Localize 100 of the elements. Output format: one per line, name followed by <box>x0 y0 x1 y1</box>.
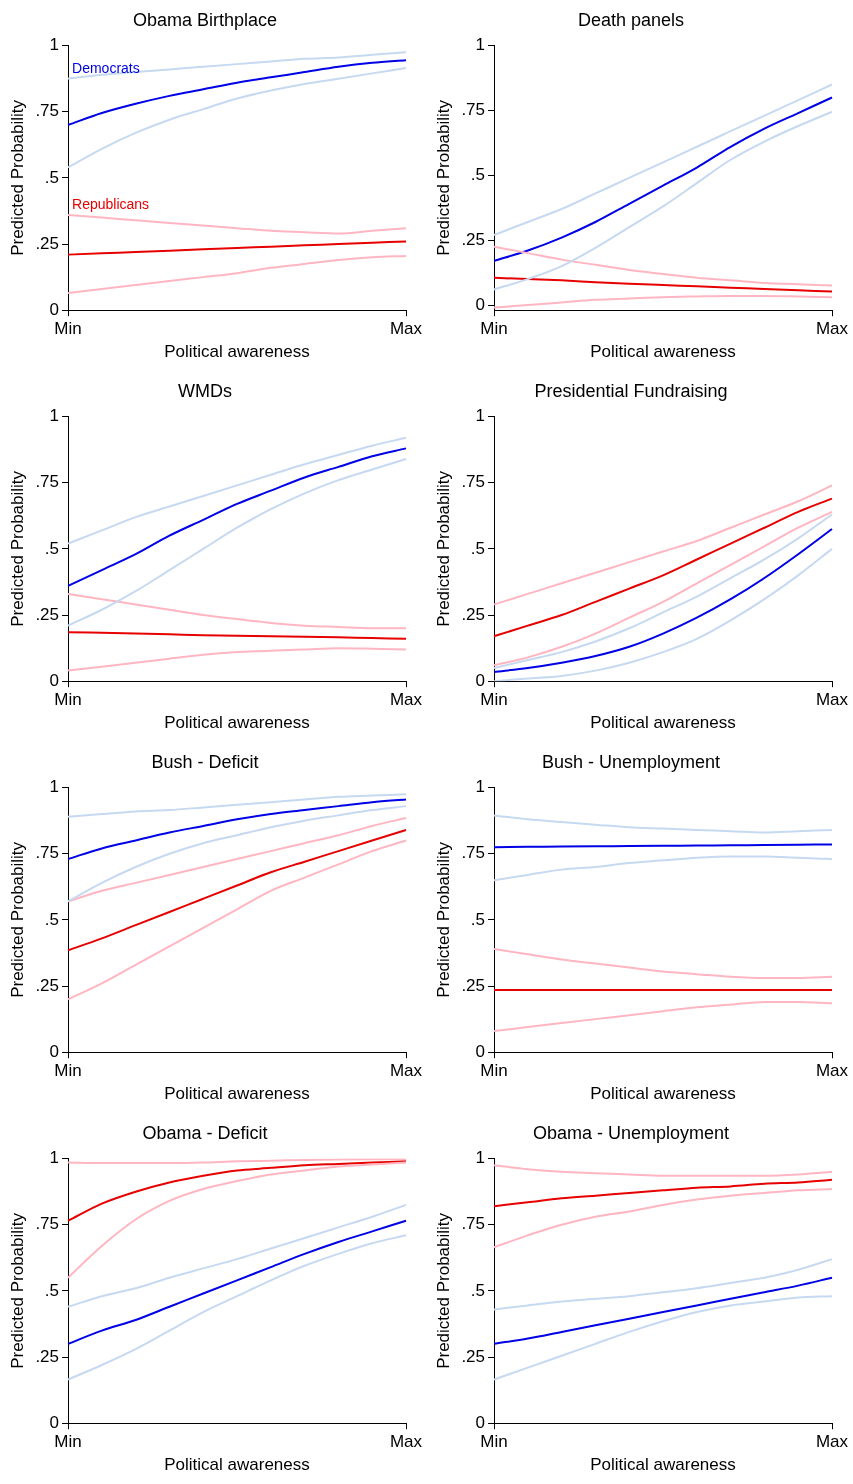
y-tick-label: .25 <box>461 604 486 624</box>
line-series <box>67 254 407 294</box>
line-series <box>493 96 833 262</box>
y-tick-label: 1 <box>49 406 60 426</box>
x-tick-label: Max <box>815 690 849 710</box>
chart-title: Obama Birthplace <box>132 9 278 30</box>
line-series <box>67 793 407 818</box>
y-tick-label: .5 <box>44 1280 60 1300</box>
line-series <box>67 839 407 1001</box>
y-tick-label: 0 <box>475 670 486 690</box>
chart-title: WMDs <box>178 380 232 401</box>
y-axis-title: Predicted Probability <box>433 99 453 256</box>
line-series <box>493 855 833 882</box>
x-tick-label: Max <box>389 1432 423 1452</box>
x-axis-title: Political awareness <box>164 1455 310 1475</box>
x-tick-label: Max <box>389 319 423 339</box>
y-tick-label: 1 <box>475 406 486 426</box>
y-tick-label: .5 <box>44 538 60 558</box>
x-tick-label: Min <box>480 1061 508 1081</box>
chart-title: Obama - Deficit <box>142 1122 268 1143</box>
line-series <box>493 484 833 606</box>
y-axis-title: Predicted Probability <box>7 1212 27 1369</box>
line-series <box>67 647 407 672</box>
y-tick-label: .5 <box>44 167 60 187</box>
x-axis-title: Political awareness <box>590 713 736 733</box>
x-tick-label: Max <box>815 1061 849 1081</box>
line-series <box>67 631 407 640</box>
line-series <box>67 828 407 952</box>
y-tick-label: 1 <box>475 1148 486 1168</box>
x-tick-label: Max <box>389 1061 423 1081</box>
line-series <box>67 59 407 126</box>
y-axis-title: Predicted Probability <box>7 841 27 998</box>
line-series <box>67 1219 407 1345</box>
y-tick-label: 0 <box>49 1041 60 1061</box>
line-series <box>493 497 833 638</box>
line-series <box>493 1258 833 1311</box>
x-tick-label: Min <box>480 690 508 710</box>
x-axis-title: Political awareness <box>590 1084 736 1104</box>
y-tick-label: 1 <box>49 777 60 797</box>
x-tick-label: Max <box>389 690 423 710</box>
line-series <box>493 1295 833 1381</box>
x-axis-title: Political awareness <box>590 342 736 362</box>
y-tick-label: .75 <box>461 843 486 863</box>
line-series <box>493 1000 833 1033</box>
line-series <box>67 1203 407 1308</box>
chart-title: Death panels <box>577 9 685 30</box>
y-axis-title: Predicted Probability <box>433 841 453 998</box>
chart-title: Obama - Unemployment <box>532 1122 730 1143</box>
line-series <box>67 1234 407 1381</box>
x-axis-title: Political awareness <box>590 1455 736 1475</box>
y-tick-label: 1 <box>49 35 60 55</box>
line-series <box>493 814 833 834</box>
x-axis-title: Political awareness <box>164 342 310 362</box>
y-tick-label: .75 <box>35 472 60 492</box>
y-tick-label: 0 <box>49 670 60 690</box>
line-series <box>67 436 407 545</box>
x-tick-label: Min <box>54 1432 82 1452</box>
x-axis-title: Political awareness <box>164 713 310 733</box>
line-series <box>67 457 407 627</box>
y-tick-label: .25 <box>35 975 60 995</box>
y-tick-label: 0 <box>49 1412 60 1432</box>
y-tick-label: .5 <box>470 1280 486 1300</box>
line-series <box>493 948 833 980</box>
line-series <box>67 1161 407 1279</box>
line-series <box>67 51 407 80</box>
line-series <box>493 276 833 293</box>
y-tick-label: .25 <box>35 233 60 253</box>
y-tick-label: .25 <box>461 1346 486 1366</box>
y-axis-title: Predicted Probability <box>433 470 453 627</box>
line-series <box>493 1188 833 1249</box>
line-series <box>67 213 407 235</box>
line-series <box>493 110 833 291</box>
line-series <box>67 447 407 587</box>
x-tick-label: Max <box>815 319 849 339</box>
y-tick-label: 1 <box>475 777 486 797</box>
x-tick-label: Max <box>815 1432 849 1452</box>
line-series <box>493 1276 833 1345</box>
chart-title: Bush - Unemployment <box>541 751 721 772</box>
y-tick-label: .25 <box>35 604 60 624</box>
x-axis-title: Political awareness <box>164 1084 310 1104</box>
y-tick-label: .25 <box>35 1346 60 1366</box>
y-tick-label: .5 <box>470 538 486 558</box>
x-tick-label: Min <box>54 319 82 339</box>
chart-title: Presidential Fundraising <box>534 380 728 401</box>
y-tick-label: 0 <box>475 1412 486 1432</box>
y-tick-label: .75 <box>35 843 60 863</box>
y-tick-label: .75 <box>35 101 60 121</box>
y-tick-label: .5 <box>470 164 486 184</box>
y-tick-label: .75 <box>461 1214 486 1234</box>
y-tick-label: .5 <box>470 909 486 929</box>
y-tick-label: .25 <box>461 229 486 249</box>
y-tick-label: .25 <box>461 975 486 995</box>
x-tick-label: Min <box>480 319 508 339</box>
text: Republicans <box>72 195 150 212</box>
series-label: Democrats <box>72 59 140 76</box>
y-tick-label: 0 <box>475 294 486 314</box>
line-series <box>67 592 407 630</box>
line-series <box>493 1178 833 1208</box>
line-series <box>67 798 407 861</box>
y-axis-title: Predicted Probability <box>7 470 27 627</box>
